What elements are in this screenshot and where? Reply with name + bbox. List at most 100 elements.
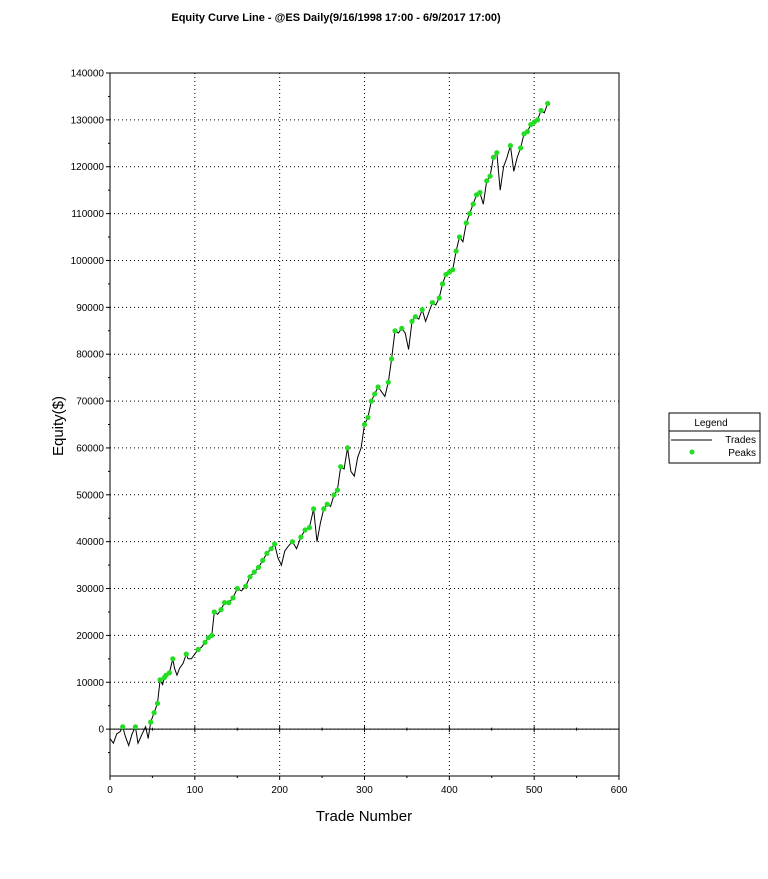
- peak-marker: [202, 639, 208, 646]
- peak-marker: [419, 307, 425, 313]
- peak-marker: [439, 281, 446, 287]
- peak-marker: [344, 445, 351, 451]
- peak-marker: [183, 651, 189, 657]
- peak-marker: [338, 464, 344, 470]
- peak-marker: [311, 506, 317, 512]
- peak-marker: [450, 267, 456, 273]
- peak-marker: [456, 234, 463, 240]
- peak-marker: [221, 600, 228, 606]
- peak-marker: [324, 501, 330, 507]
- peak-marker: [487, 173, 493, 179]
- peak-marker: [368, 398, 374, 404]
- x-axis-title: Trade Number: [316, 808, 412, 825]
- zero-line: [109, 726, 620, 733]
- peak-marker: [218, 607, 224, 613]
- y-tick-label: 90000: [76, 303, 104, 314]
- peak-marker: [375, 384, 381, 390]
- y-tick-label: 130000: [71, 115, 105, 126]
- y-tick-label: 100000: [71, 256, 105, 267]
- legend-peaks-label: Peaks: [728, 448, 756, 459]
- peak-marker: [251, 569, 257, 575]
- y-tick-label: 70000: [76, 397, 104, 408]
- peak-marker: [490, 154, 496, 160]
- peak-marker: [302, 527, 308, 533]
- peak-marker: [524, 129, 531, 135]
- y-tick-label: 80000: [76, 350, 104, 361]
- peak-marker: [545, 100, 551, 107]
- y-tick-label: 10000: [76, 678, 104, 689]
- y-tick-label: 50000: [76, 490, 104, 501]
- legend-peaks-swatch: [689, 449, 695, 455]
- peak-marker: [507, 143, 513, 149]
- peak-marker: [226, 600, 232, 606]
- peak-marker: [477, 189, 483, 196]
- x-tick-label: 0: [107, 785, 113, 796]
- peak-marker: [470, 201, 476, 207]
- peak-marker: [385, 379, 391, 385]
- peak-marker: [365, 414, 371, 421]
- x-tick-label: 300: [356, 785, 373, 796]
- x-tick-label: 200: [271, 785, 288, 796]
- y-tick-label: 20000: [76, 631, 104, 642]
- peak-marker: [234, 585, 240, 592]
- legend-trades-label: Trades: [725, 435, 756, 446]
- peak-marker: [272, 541, 278, 547]
- peak-marker: [247, 574, 253, 580]
- x-tick-label: 500: [526, 785, 543, 796]
- peak-marker: [268, 546, 274, 552]
- peak-marker: [148, 719, 154, 725]
- peak-marker: [538, 107, 544, 114]
- peak-marker: [230, 595, 236, 601]
- peak-marker: [518, 145, 524, 151]
- y-tick-label: 0: [98, 725, 104, 736]
- peak-marker: [463, 220, 469, 226]
- peak-marker: [535, 117, 541, 123]
- peak-marker: [260, 557, 266, 564]
- y-tick-label: 140000: [71, 69, 105, 80]
- peak-marker: [170, 656, 176, 662]
- peak-marker: [453, 248, 459, 254]
- peak-marker: [436, 295, 442, 301]
- peak-marker: [429, 300, 435, 306]
- chart-title: Equity Curve Line - @ES Daily(9/16/1998 …: [171, 12, 501, 24]
- peak-marker: [484, 178, 490, 184]
- peak-marker: [132, 724, 138, 730]
- y-axis-title: Equity($): [50, 396, 67, 456]
- x-tick-label: 100: [186, 785, 203, 796]
- peak-marker: [154, 700, 161, 707]
- peak-marker: [264, 550, 270, 557]
- peak-marker: [334, 487, 340, 493]
- peak-marker: [151, 710, 157, 716]
- peak-marker: [255, 564, 262, 571]
- x-tick-label: 400: [441, 785, 458, 796]
- y-tick-label: 30000: [76, 584, 104, 595]
- peak-marker: [399, 325, 405, 331]
- peak-marker: [321, 506, 327, 512]
- peak-marker: [289, 539, 295, 545]
- y-tick-label: 60000: [76, 443, 104, 454]
- y-tick-label: 120000: [71, 162, 105, 173]
- peak-marker: [372, 391, 378, 397]
- peak-marker: [166, 670, 172, 676]
- y-tick-label: 40000: [76, 537, 104, 548]
- x-tick-label: 600: [611, 785, 628, 796]
- peak-marker: [389, 356, 395, 362]
- peak-marker: [120, 724, 126, 730]
- axis-ticks: 0 10000 20000 30000 40000 50000 60000 70000 8000…: [71, 69, 628, 797]
- legend: Legend Trades Peaks: [668, 412, 761, 464]
- peak-marker: [361, 421, 368, 428]
- legend-box: [668, 412, 761, 464]
- trades-line: [109, 103, 549, 748]
- series-layer: [109, 100, 551, 748]
- peak-marker: [211, 609, 217, 615]
- peak-marker: [392, 328, 398, 334]
- peak-marker: [467, 211, 473, 217]
- peak-marker: [331, 492, 337, 498]
- peak-marker: [298, 534, 304, 540]
- y-tick-label: 110000: [71, 209, 104, 220]
- peak-marker: [494, 150, 500, 156]
- peak-marker: [209, 632, 215, 639]
- peak-marker: [157, 677, 163, 683]
- peak-marker: [412, 314, 418, 320]
- peak-marker: [409, 318, 415, 324]
